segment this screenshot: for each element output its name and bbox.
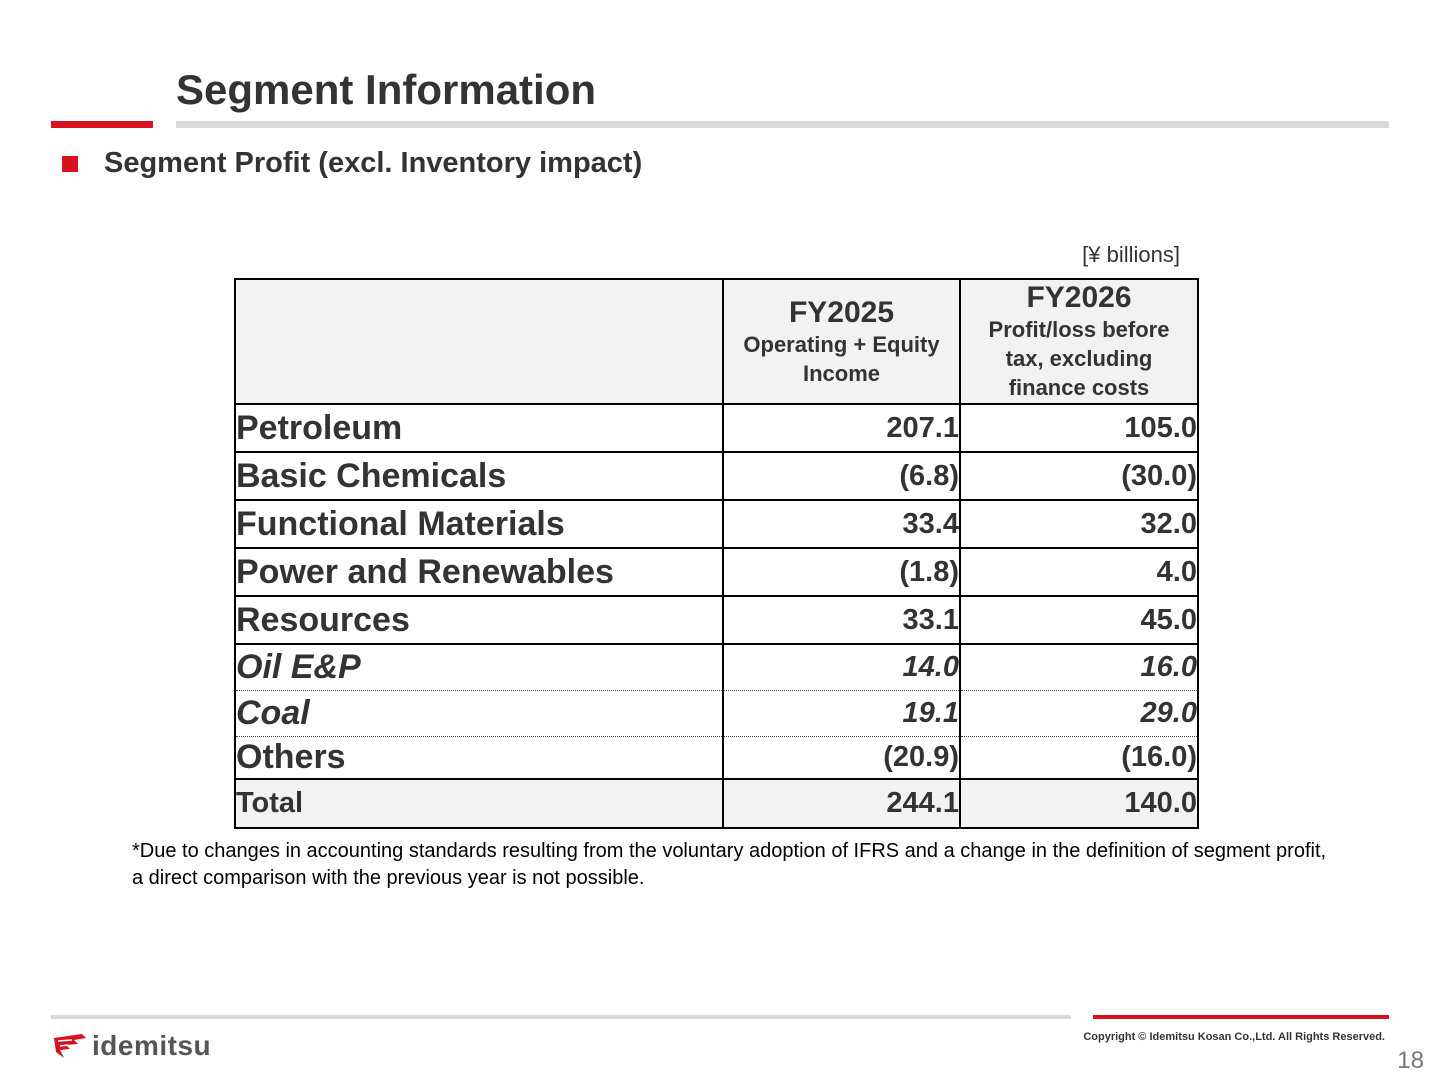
total-fy2026: 140.0 [959, 778, 1199, 829]
value-fy2026: 105.0 [959, 403, 1199, 453]
table-subrow: Coal 19.1 29.0 [234, 690, 1199, 737]
column-subtitle: Profit/loss before tax, excluding financ… [988, 317, 1170, 400]
title-rule [176, 121, 1389, 128]
value-fy2025: 19.1 [722, 690, 961, 737]
value-fy2025: 14.0 [722, 643, 961, 691]
row-label: Basic Chemicals [234, 451, 724, 501]
section-heading: Segment Profit (excl. Inventory impact) [62, 147, 642, 180]
section-heading-text: Segment Profit (excl. Inventory impact) [104, 147, 643, 179]
footer-rule [51, 1015, 1071, 1019]
idemitsu-logo-icon [54, 1034, 86, 1058]
table-row: Others (20.9) (16.0) [234, 736, 1199, 780]
unit-label: [¥ billions] [1082, 242, 1180, 267]
page-title: Segment Information [176, 66, 597, 113]
value-fy2025: 33.4 [722, 499, 961, 549]
value-fy2026: (30.0) [959, 451, 1199, 501]
value-fy2025: (20.9) [722, 736, 961, 780]
page-number: 18 [1397, 1047, 1424, 1074]
footnote: *Due to changes in accounting standards … [132, 840, 1327, 889]
row-label: Functional Materials [234, 499, 724, 549]
table-subrow: Oil E&P 14.0 16.0 [234, 643, 1199, 691]
table-row: Resources 33.1 45.0 [234, 595, 1199, 645]
total-label: Total [234, 778, 724, 829]
row-label: Power and Renewables [234, 547, 724, 597]
value-fy2026: 32.0 [959, 499, 1199, 549]
value-fy2026: 4.0 [959, 547, 1199, 597]
value-fy2025: 33.1 [722, 595, 961, 645]
row-label: Resources [234, 595, 724, 645]
title-accent-bar [51, 121, 153, 128]
subrow-label: Oil E&P [234, 643, 724, 691]
header-empty-cell [234, 278, 724, 405]
value-fy2026: 16.0 [959, 643, 1199, 691]
column-header-fy2025: FY2025 Operating + Equity Income [722, 278, 961, 405]
value-fy2025: (1.8) [722, 547, 961, 597]
value-fy2026: 29.0 [959, 690, 1199, 737]
table-header-row: FY2025 Operating + Equity Income FY2026 … [234, 278, 1199, 405]
value-fy2026: 45.0 [959, 595, 1199, 645]
row-label: Petroleum [234, 403, 724, 453]
table-row: Power and Renewables (1.8) 4.0 [234, 547, 1199, 597]
column-year: FY2026 [1026, 281, 1132, 314]
logo-wordmark: idemitsu [92, 1030, 212, 1061]
total-fy2025: 244.1 [722, 778, 961, 829]
column-year: FY2025 [788, 295, 895, 329]
subrow-label: Coal [234, 690, 724, 737]
total-row: Total 244.1 140.0 [234, 778, 1199, 829]
value-fy2025: 207.1 [722, 403, 961, 453]
square-bullet-icon [62, 155, 78, 172]
footer-accent-bar [1093, 1015, 1389, 1019]
value-fy2026: (16.0) [959, 736, 1199, 780]
copyright-notice: Copyright © Idemitsu Kosan Co.,Ltd. All … [1083, 1031, 1385, 1043]
table-row: Functional Materials 33.4 32.0 [234, 499, 1199, 549]
column-subtitle: Operating + Equity Income [743, 331, 940, 386]
column-header-fy2026: FY2026 Profit/loss before tax, excluding… [959, 278, 1199, 405]
company-logo: idemitsu [52, 1030, 211, 1062]
table-row: Basic Chemicals (6.8) (30.0) [234, 451, 1199, 501]
table-row: Petroleum 207.1 105.0 [234, 403, 1199, 453]
segment-profit-table: FY2025 Operating + Equity Income FY2026 … [234, 278, 1199, 829]
row-label: Others [234, 736, 724, 780]
value-fy2025: (6.8) [722, 451, 961, 501]
